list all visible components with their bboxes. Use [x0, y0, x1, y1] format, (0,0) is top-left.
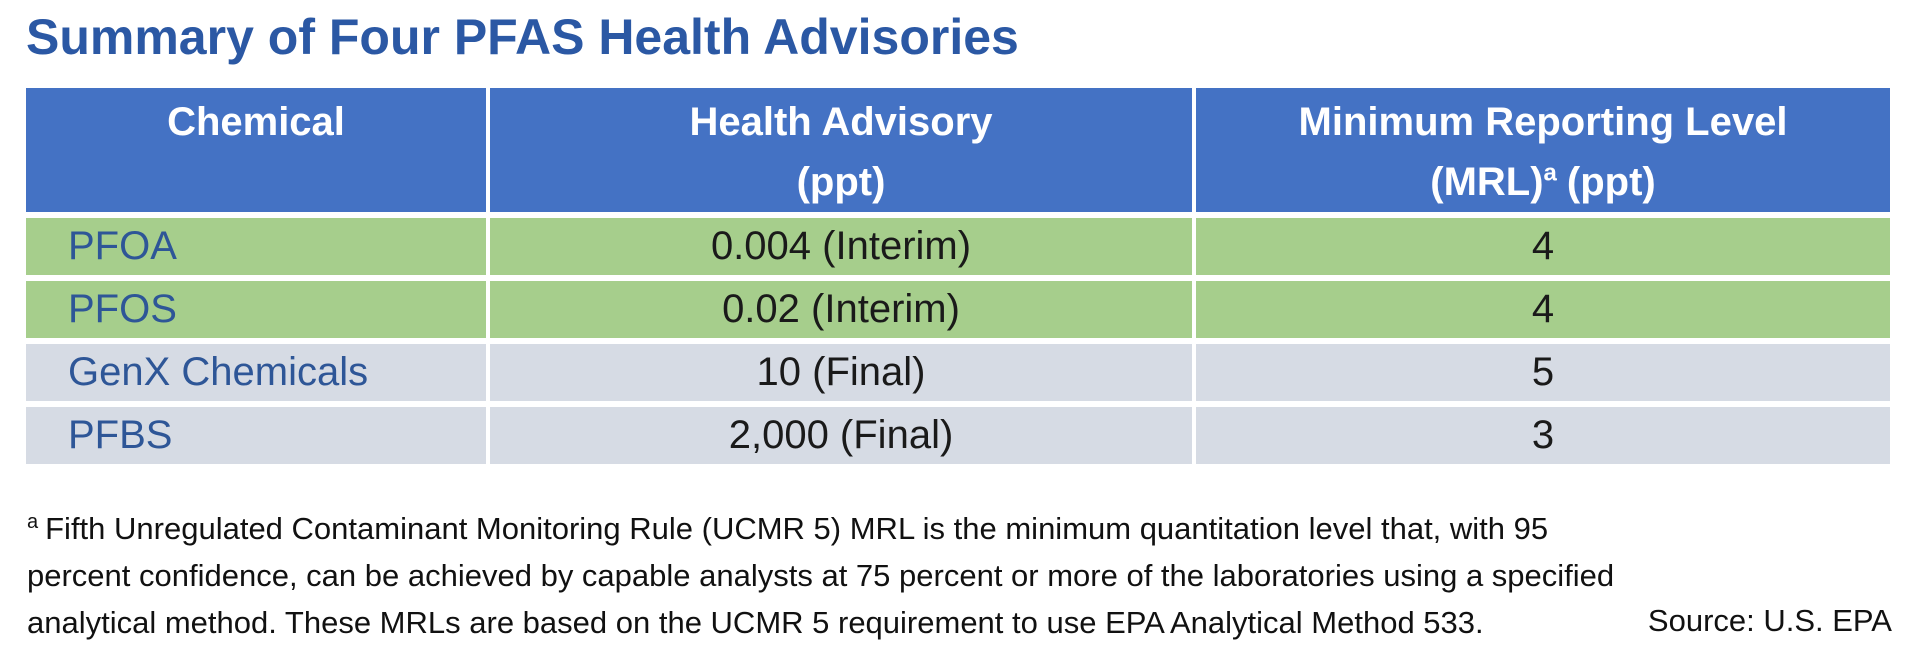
footnote-line-1-text: Fifth Unregulated Contaminant Monitoring… [45, 511, 1549, 546]
source-credit: Source: U.S. EPA [1647, 603, 1892, 638]
header-health-advisory-line1: Health Advisory [689, 100, 993, 144]
footnote-marker: a [27, 510, 39, 533]
table-row-pfos-health-advisory: 0.02 (Interim) [490, 281, 1192, 338]
header-mrl-line2: (MRL)a (ppt) [1430, 152, 1655, 212]
footnote: a Fifth Unregulated Contaminant Monitorin… [27, 505, 1892, 646]
header-cell-health-advisory: Health Advisory (ppt) [490, 88, 1192, 212]
table-row-pfoa-health-advisory: 0.004 (Interim) [490, 218, 1192, 275]
table-row-pfoa-chemical: PFOA [26, 218, 486, 275]
header-cell-chemical: Chemical [26, 88, 486, 212]
header-mrl-unit: (ppt) [1566, 160, 1656, 204]
table-row-genx-chemical: GenX Chemicals [26, 344, 486, 401]
page-title: Summary of Four PFAS Health Advisories [26, 9, 1019, 65]
table-row-pfbs-mrl: 3 [1196, 407, 1890, 464]
header-cell-mrl: Minimum Reporting Level (MRL)a (ppt) [1196, 88, 1890, 212]
header-health-advisory-line2: (ppt) [796, 160, 886, 204]
table-row-pfos-mrl: 4 [1196, 281, 1890, 338]
header-mrl-footnote-marker: a [1543, 159, 1557, 187]
header-mrl-abbrev: (MRL) [1430, 160, 1544, 204]
table-row-pfbs-health-advisory: 2,000 (Final) [490, 407, 1192, 464]
footnote-line-1: a Fifth Unregulated Contaminant Monitorin… [27, 505, 1892, 552]
footnote-line-2: percent confidence, can be achieved by c… [27, 558, 1615, 593]
pfas-advisories-table: Chemical Health Advisory (ppt) Minimum R… [26, 88, 1890, 464]
footnote-line-3: analytical method. These MRLs are based … [27, 605, 1484, 640]
header-mrl-line1: Minimum Reporting Level [1298, 100, 1788, 144]
table-row-genx-health-advisory: 10 (Final) [490, 344, 1192, 401]
table-row-pfoa-mrl: 4 [1196, 218, 1890, 275]
table-row-pfos-chemical: PFOS [26, 281, 486, 338]
table-row-pfbs-chemical: PFBS [26, 407, 486, 464]
header-chemical-label: Chemical [167, 100, 345, 144]
table-row-genx-mrl: 5 [1196, 344, 1890, 401]
